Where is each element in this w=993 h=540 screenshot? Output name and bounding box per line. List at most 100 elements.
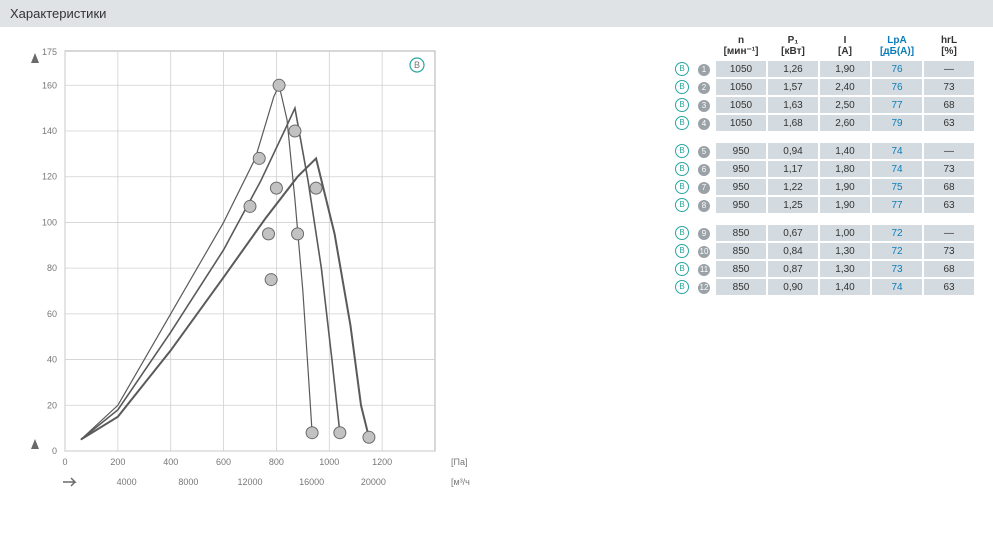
cell-h: 68: [924, 179, 974, 195]
cell-n: 850: [716, 243, 766, 259]
chart-container: 020040060080010001200[Па]400080001200016…: [0, 31, 490, 509]
cell-h: 68: [924, 261, 974, 277]
row-index: 5: [694, 143, 714, 159]
row-index: 3: [694, 97, 714, 113]
cell-lpa: 77: [872, 97, 922, 113]
cell-lpa: 73: [872, 261, 922, 277]
cell-h: 63: [924, 197, 974, 213]
cell-lpa: 75: [872, 179, 922, 195]
svg-text:20: 20: [47, 400, 57, 410]
svg-text:40: 40: [47, 355, 57, 365]
section-title-text: Характеристики: [10, 6, 106, 21]
table-row: В79501,221,907568: [672, 179, 974, 195]
row-badge: В: [672, 261, 692, 277]
svg-text:60: 60: [47, 309, 57, 319]
cell-h: —: [924, 143, 974, 159]
row-badge: В: [672, 179, 692, 195]
cell-p: 1,25: [768, 197, 818, 213]
cell-i: 1,90: [820, 61, 870, 77]
svg-text:400: 400: [163, 457, 178, 467]
table-row: В410501,682,607963: [672, 115, 974, 131]
cell-lpa: 79: [872, 115, 922, 131]
row-badge: В: [672, 97, 692, 113]
cell-p: 1,17: [768, 161, 818, 177]
row-index: 2: [694, 79, 714, 95]
cell-i: 1,90: [820, 179, 870, 195]
svg-text:20000: 20000: [361, 477, 386, 487]
svg-text:120: 120: [42, 172, 57, 182]
cell-p: 1,57: [768, 79, 818, 95]
row-badge: В: [672, 143, 692, 159]
svg-text:100: 100: [42, 217, 57, 227]
row-badge: В: [672, 161, 692, 177]
svg-text:600: 600: [216, 457, 231, 467]
cell-lpa: 74: [872, 161, 922, 177]
table-row: В98500,671,0072—: [672, 225, 974, 241]
row-index: 9: [694, 225, 714, 241]
cell-n: 950: [716, 197, 766, 213]
cell-h: 73: [924, 243, 974, 259]
cell-i: 2,50: [820, 97, 870, 113]
row-index: 8: [694, 197, 714, 213]
cell-lpa: 76: [872, 61, 922, 77]
col-header: n[мин⁻¹]: [716, 33, 766, 59]
cell-lpa: 72: [872, 225, 922, 241]
table-row: В108500,841,307273: [672, 243, 974, 259]
table-row: В59500,941,4074—: [672, 143, 974, 159]
svg-text:1000: 1000: [319, 457, 339, 467]
section-title: Характеристики: [0, 0, 993, 27]
cell-n: 950: [716, 143, 766, 159]
cell-i: 1,40: [820, 143, 870, 159]
cell-p: 0,90: [768, 279, 818, 295]
cell-h: 63: [924, 279, 974, 295]
cell-lpa: 74: [872, 279, 922, 295]
svg-text:8000: 8000: [178, 477, 198, 487]
svg-text:[м³/ч]: [м³/ч]: [451, 477, 470, 487]
row-badge: В: [672, 197, 692, 213]
row-index: 1: [694, 61, 714, 77]
row-badge: В: [672, 243, 692, 259]
row-index: 12: [694, 279, 714, 295]
cell-i: 1,40: [820, 279, 870, 295]
cell-p: 0,67: [768, 225, 818, 241]
cell-h: 68: [924, 97, 974, 113]
cell-n: 850: [716, 279, 766, 295]
cell-n: 950: [716, 179, 766, 195]
svg-text:0: 0: [52, 446, 57, 456]
svg-text:160: 160: [42, 80, 57, 90]
col-header: hrL[%]: [924, 33, 974, 59]
svg-text:12000: 12000: [237, 477, 262, 487]
row-badge: В: [672, 225, 692, 241]
cell-h: 73: [924, 79, 974, 95]
svg-text:200: 200: [110, 457, 125, 467]
svg-text:4000: 4000: [117, 477, 137, 487]
row-badge: В: [672, 279, 692, 295]
cell-i: 1,30: [820, 243, 870, 259]
col-header: P₁[кВт]: [768, 33, 818, 59]
cell-p: 1,26: [768, 61, 818, 77]
cell-n: 850: [716, 225, 766, 241]
row-index: 10: [694, 243, 714, 259]
row-badge: В: [672, 79, 692, 95]
cell-p: 0,87: [768, 261, 818, 277]
table-row: В310501,632,507768: [672, 97, 974, 113]
cell-n: 1050: [716, 115, 766, 131]
svg-text:0: 0: [62, 457, 67, 467]
svg-text:В: В: [414, 60, 420, 70]
row-badge: В: [672, 115, 692, 131]
cell-p: 0,94: [768, 143, 818, 159]
svg-text:1200: 1200: [372, 457, 392, 467]
svg-text:[Па]: [Па]: [451, 457, 467, 467]
table-row: В89501,251,907763: [672, 197, 974, 213]
cell-lpa: 76: [872, 79, 922, 95]
row-index: 6: [694, 161, 714, 177]
cell-p: 1,63: [768, 97, 818, 113]
cell-lpa: 74: [872, 143, 922, 159]
svg-text:80: 80: [47, 263, 57, 273]
table-row: В110501,261,9076—: [672, 61, 974, 77]
row-badge: В: [672, 61, 692, 77]
cell-n: 1050: [716, 79, 766, 95]
cell-i: 1,00: [820, 225, 870, 241]
cell-lpa: 77: [872, 197, 922, 213]
cell-i: 1,80: [820, 161, 870, 177]
